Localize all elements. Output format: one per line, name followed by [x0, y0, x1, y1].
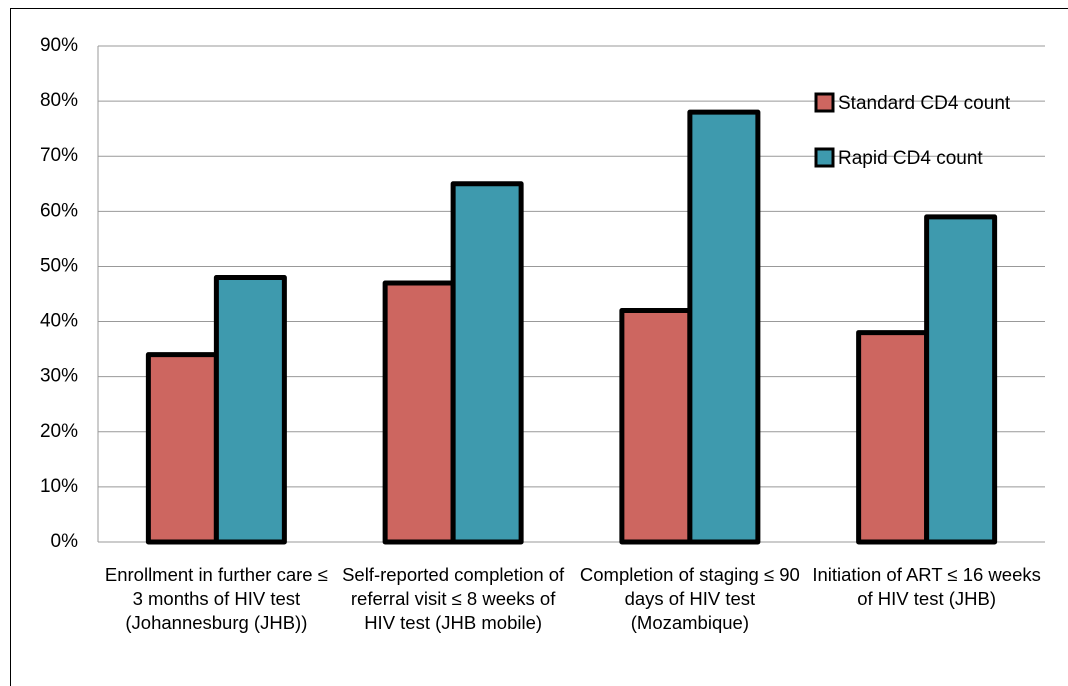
y-tick-label: 80% [40, 90, 78, 111]
y-tick-label: 40% [40, 311, 78, 332]
y-tick-label: 50% [40, 255, 78, 276]
y-tick-label: 20% [40, 421, 78, 442]
legend-swatch [814, 147, 835, 168]
legend-label: Standard CD4 count [838, 93, 1011, 114]
x-tick-label: Self-reported completion of referral vis… [342, 564, 565, 633]
bar [213, 274, 287, 545]
bar [382, 280, 456, 545]
y-tick-label: 30% [40, 366, 78, 387]
y-tick-label: 0% [51, 531, 79, 552]
y-tick-label: 90% [40, 35, 78, 56]
x-tick-label: Initiation of ART ≤ 16 weeks of HIV test… [812, 564, 1041, 609]
bar [924, 214, 998, 545]
bar [450, 181, 524, 545]
y-tick-label: 10% [40, 476, 78, 497]
bar [145, 352, 219, 545]
y-tick-label: 60% [40, 200, 78, 221]
x-tick-label: Enrollment in further care ≤ 3 months of… [104, 564, 328, 633]
frame [10, 8, 1068, 686]
y-tick-label: 70% [40, 145, 78, 166]
legend-label: Rapid CD4 count [838, 148, 983, 169]
legend-swatch [814, 92, 835, 113]
x-tick-label: Completion of staging ≤ 90 days of HIV t… [579, 564, 800, 633]
bar [687, 109, 761, 545]
bar [619, 308, 693, 545]
bar [856, 330, 930, 545]
